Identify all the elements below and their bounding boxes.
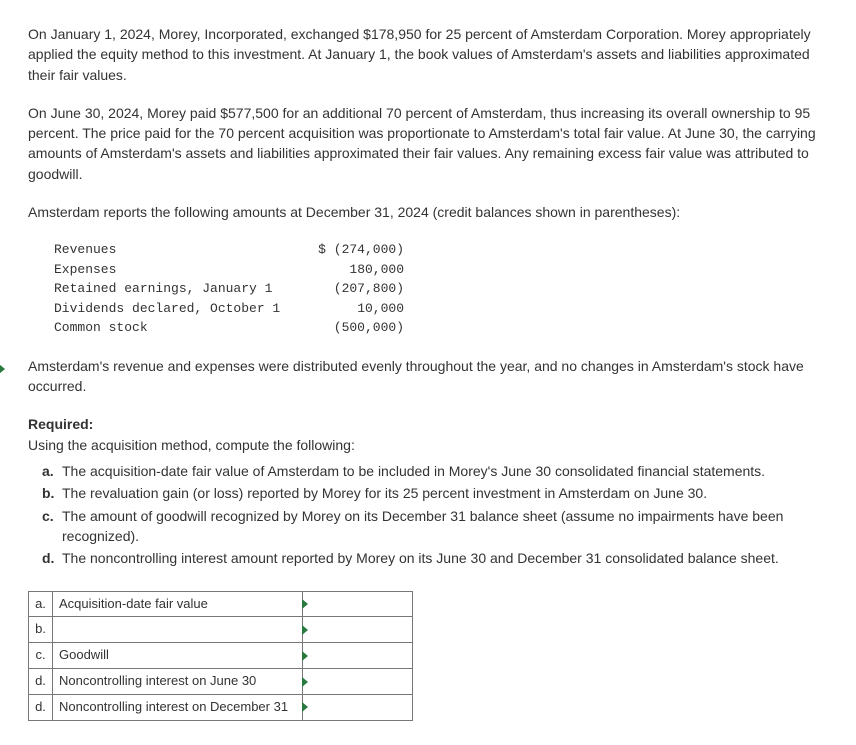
answer-input[interactable] (303, 591, 413, 617)
requirement-item: b. The revaluation gain (or loss) report… (42, 483, 828, 503)
answer-letter: d. (29, 694, 53, 720)
requirements-list: a. The acquisition-date fair value of Am… (42, 461, 828, 568)
financial-amount: (274,000) (334, 242, 404, 257)
requirement-letter: c. (42, 506, 62, 547)
table-row: a. Acquisition-date fair value (29, 591, 413, 617)
answer-label: Goodwill (53, 643, 303, 669)
requirement-text: The acquisition-date fair value of Amste… (62, 461, 828, 481)
answer-input[interactable] (303, 669, 413, 695)
financial-value: $ (274,000) (314, 240, 404, 260)
required-label: Required: (28, 416, 93, 432)
triangle-icon (302, 599, 308, 609)
required-intro: Using the acquisition method, compute th… (28, 437, 355, 453)
financial-value: (207,800) (314, 279, 404, 299)
answer-label: Acquisition-date fair value (53, 591, 303, 617)
answer-label: Noncontrolling interest on December 31 (53, 694, 303, 720)
financial-row: Retained earnings, January 1 (207,800) (54, 279, 828, 299)
requirement-letter: a. (42, 461, 62, 481)
financial-row: Expenses 180,000 (54, 260, 828, 280)
financial-value: (500,000) (314, 318, 404, 338)
requirement-text: The amount of goodwill recognized by Mor… (62, 506, 828, 547)
financial-row: Revenues $ (274,000) (54, 240, 828, 260)
answer-table: a. Acquisition-date fair value b. c. Goo… (28, 591, 413, 721)
financial-data-block: Revenues $ (274,000) Expenses 180,000 Re… (54, 240, 828, 338)
triangle-icon (302, 651, 308, 661)
financial-label: Expenses (54, 260, 314, 280)
answer-letter: c. (29, 643, 53, 669)
currency-symbol: $ (318, 242, 326, 257)
requirement-text: The noncontrolling interest amount repor… (62, 548, 828, 568)
answer-letter: a. (29, 591, 53, 617)
intro-paragraph-3: Amsterdam reports the following amounts … (28, 202, 828, 222)
answer-input[interactable] (303, 617, 413, 643)
intro-paragraph-1: On January 1, 2024, Morey, Incorporated,… (28, 24, 828, 85)
financial-value: 180,000 (314, 260, 404, 280)
requirement-item: c. The amount of goodwill recognized by … (42, 506, 828, 547)
intro-paragraph-2: On June 30, 2024, Morey paid $577,500 fo… (28, 103, 828, 184)
answer-letter: b. (29, 617, 53, 643)
note-paragraph: Amsterdam's revenue and expenses were di… (28, 356, 828, 397)
requirement-letter: d. (42, 548, 62, 568)
table-row: d. Noncontrolling interest on December 3… (29, 694, 413, 720)
financial-row: Dividends declared, October 1 10,000 (54, 299, 828, 319)
answer-letter: d. (29, 669, 53, 695)
financial-label: Common stock (54, 318, 314, 338)
answer-input[interactable] (303, 694, 413, 720)
table-row: c. Goodwill (29, 643, 413, 669)
requirement-letter: b. (42, 483, 62, 503)
financial-label: Dividends declared, October 1 (54, 299, 314, 319)
table-row: d. Noncontrolling interest on June 30 (29, 669, 413, 695)
requirement-item: a. The acquisition-date fair value of Am… (42, 461, 828, 481)
requirement-item: d. The noncontrolling interest amount re… (42, 548, 828, 568)
answer-label: Noncontrolling interest on June 30 (53, 669, 303, 695)
financial-label: Retained earnings, January 1 (54, 279, 314, 299)
financial-row: Common stock (500,000) (54, 318, 828, 338)
requirement-text: The revaluation gain (or loss) reported … (62, 483, 828, 503)
triangle-icon (302, 702, 308, 712)
answer-label-input[interactable] (53, 617, 303, 643)
triangle-icon (0, 364, 5, 374)
triangle-icon (302, 677, 308, 687)
table-row: b. (29, 617, 413, 643)
required-heading: Required: Using the acquisition method, … (28, 414, 828, 455)
financial-value: 10,000 (314, 299, 404, 319)
triangle-icon (302, 625, 308, 635)
financial-label: Revenues (54, 240, 314, 260)
answer-input[interactable] (303, 643, 413, 669)
